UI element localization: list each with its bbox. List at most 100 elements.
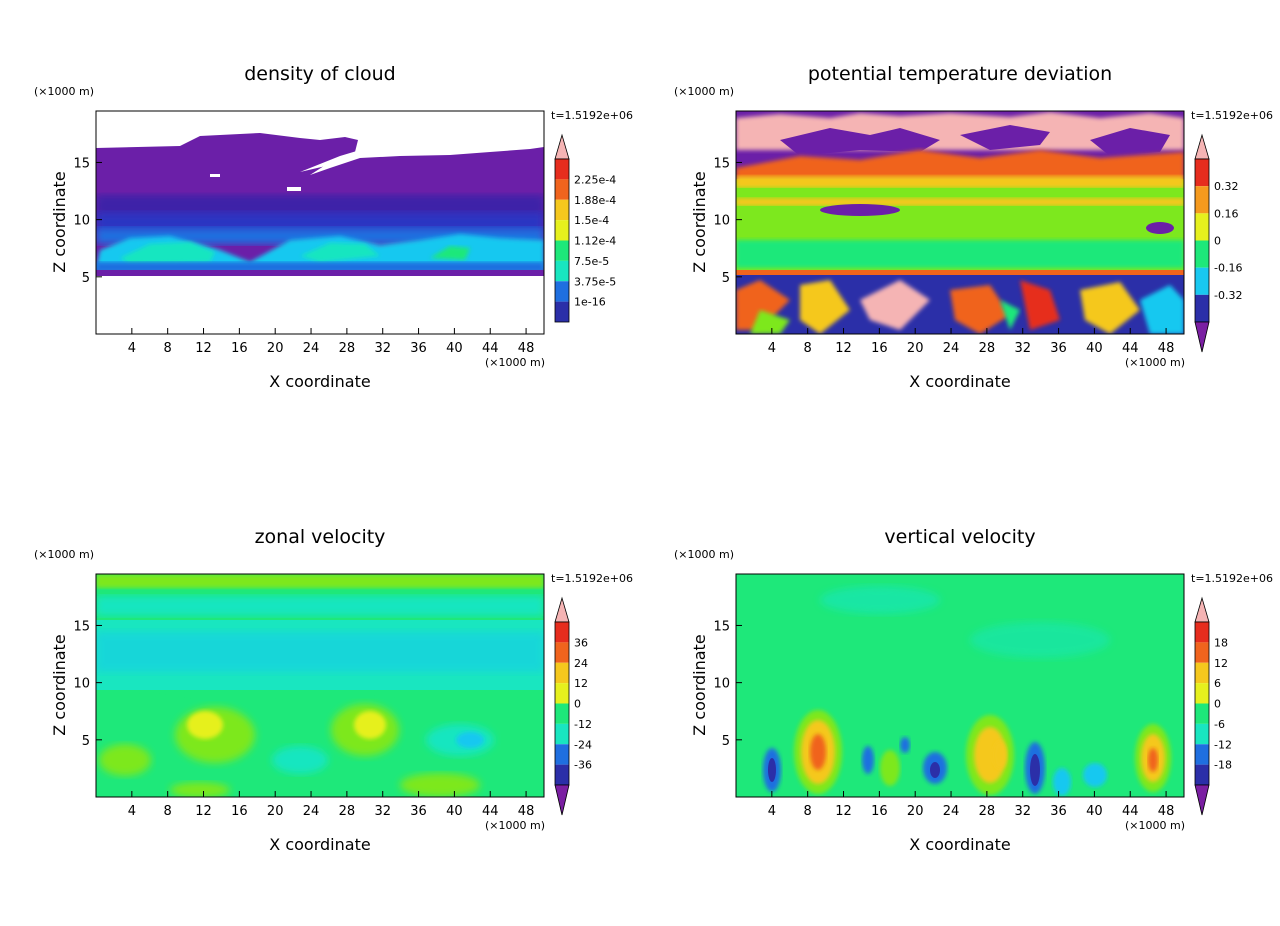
colorbar-min-arrow: [554, 784, 570, 816]
x-unit-label: (×1000 m): [485, 819, 545, 832]
x-tick-label: 20: [907, 804, 924, 819]
x-tick-label: 8: [164, 804, 172, 819]
colorbar-swatch: [1195, 240, 1209, 268]
x-axis-label: X coordinate: [909, 372, 1010, 391]
x-unit-label: (×1000 m): [1125, 356, 1185, 369]
y-tick-label: 15: [73, 156, 90, 171]
colorbar-label: 0: [1214, 235, 1221, 248]
time-label: t=1.5192e+06: [551, 109, 633, 122]
colorbar-swatch: [1195, 642, 1209, 663]
colorbar-swatch: [1195, 213, 1209, 241]
colorbar-label: -0.32: [1214, 289, 1242, 302]
colorbar-label: 12: [1214, 657, 1228, 670]
colorbar-swatch: [1195, 294, 1209, 322]
x-tick-label: 36: [410, 341, 427, 356]
colorbar-label: 1.88e-4: [574, 194, 616, 207]
x-tick-label: 28: [979, 804, 996, 819]
x-tick-label: 24: [303, 804, 320, 819]
plot-area: [96, 574, 544, 797]
x-tick-label: 20: [267, 804, 284, 819]
colorbar-swatch: [555, 683, 569, 704]
plot-area: [736, 111, 1184, 334]
x-tick-label: 40: [446, 804, 463, 819]
x-tick-label: 48: [518, 341, 535, 356]
y-unit-label: (×1000 m): [34, 85, 94, 98]
y-tick-label: 15: [713, 619, 730, 634]
colorbar-max-arrow: [1194, 133, 1210, 160]
x-tick-label: 36: [1050, 341, 1067, 356]
x-tick-label: 24: [943, 341, 960, 356]
x-tick-label: 48: [1158, 804, 1175, 819]
colorbar-label: 0.16: [1214, 207, 1239, 220]
colorbar-swatch: [555, 159, 569, 180]
time-label: t=1.5192e+06: [551, 572, 633, 585]
y-unit-label: (×1000 m): [674, 85, 734, 98]
x-tick-label: 40: [446, 341, 463, 356]
colorbar: 1e-16 3.75e-5 7.5e-5 1.12e-4 1.5e-4 1.88e-4 2.…: [554, 133, 616, 323]
y-tick-label: 15: [713, 156, 730, 171]
x-tick-label: 36: [410, 804, 427, 819]
x-tick-label: 40: [1086, 341, 1103, 356]
x-tick-label: 4: [768, 804, 776, 819]
x-tick-label: 4: [128, 341, 136, 356]
y-tick-label: 10: [73, 677, 90, 692]
y-unit-label: (×1000 m): [674, 548, 734, 561]
x-tick-label: 4: [768, 341, 776, 356]
colorbar-label: -0.16: [1214, 262, 1242, 275]
y-axis-label: Z coordinate: [690, 171, 709, 272]
colorbar-label: 12: [574, 677, 588, 690]
colorbar-label: 7.5e-5: [574, 255, 609, 268]
colorbar-max-arrow: [554, 596, 570, 623]
colorbar-label: 24: [574, 657, 588, 670]
panel-theta: potential temperature deviation (×1000 m…: [674, 63, 1273, 391]
colorbar-label: -18: [1214, 759, 1232, 772]
colorbar-label: 0: [574, 698, 581, 711]
x-tick-label: 48: [518, 804, 535, 819]
plot-area: [736, 574, 1184, 797]
colorbar: -36 -24 -12 0 12 24 36: [554, 596, 592, 816]
colorbar-label: 36: [574, 636, 588, 649]
x-tick-label: 36: [1050, 804, 1067, 819]
colorbar: -18 -12 -6 0 6 12 18: [1194, 596, 1232, 816]
panel-title: potential temperature deviation: [808, 63, 1112, 85]
x-axis-label: X coordinate: [909, 835, 1010, 854]
x-axis-label: X coordinate: [269, 372, 370, 391]
colorbar-swatch: [555, 642, 569, 663]
x-tick-label: 4: [128, 804, 136, 819]
x-tick-label: 24: [943, 804, 960, 819]
colorbar-swatch: [555, 240, 569, 261]
y-tick-label: 5: [82, 734, 90, 749]
x-tick-label: 8: [164, 341, 172, 356]
colorbar-swatch: [1195, 159, 1209, 187]
colorbar-label: 1.12e-4: [574, 235, 616, 248]
x-tick-label: 40: [1086, 804, 1103, 819]
colorbar-label: 0: [1214, 698, 1221, 711]
colorbar-swatch: [1195, 703, 1209, 724]
x-tick-label: 20: [267, 341, 284, 356]
colorbar-swatch: [555, 301, 569, 322]
y-tick-label: 5: [722, 271, 730, 286]
colorbar-max-arrow: [554, 133, 570, 160]
colorbar-label: -6: [1214, 718, 1225, 731]
x-tick-label: 16: [871, 804, 888, 819]
colorbar-frame: [554, 158, 570, 323]
time-label: t=1.5192e+06: [1191, 572, 1273, 585]
y-tick-label: 10: [713, 214, 730, 229]
colorbar-swatch: [555, 199, 569, 221]
y-unit-label: (×1000 m): [34, 548, 94, 561]
colorbar-label: 3.75e-5: [574, 275, 616, 288]
panel-title: density of cloud: [244, 63, 396, 85]
x-tick-label: 12: [835, 341, 852, 356]
y-axis-label: Z coordinate: [690, 634, 709, 735]
y-axis-label: Z coordinate: [50, 171, 69, 272]
colorbar-swatch: [555, 744, 569, 765]
panel-cloud: density of cloud (×1000 m) t=1.5192e+06: [34, 63, 633, 391]
colorbar-swatch: [1195, 683, 1209, 704]
y-tick-label: 10: [73, 214, 90, 229]
x-tick-label: 32: [1014, 341, 1031, 356]
x-tick-label: 32: [1014, 804, 1031, 819]
